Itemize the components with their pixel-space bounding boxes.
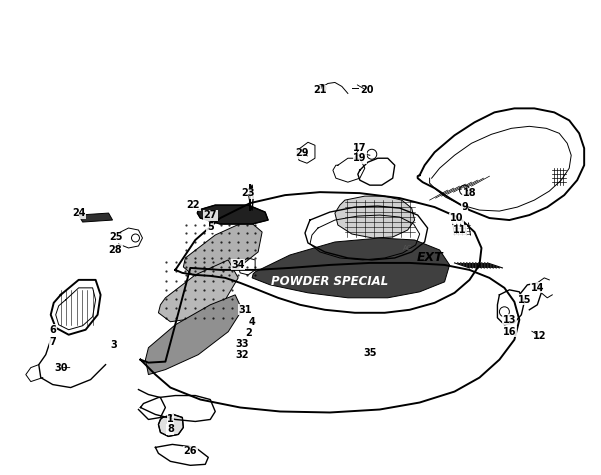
- Text: 15: 15: [517, 295, 531, 305]
- Text: 27: 27: [204, 210, 217, 220]
- Text: 31: 31: [239, 305, 252, 315]
- Text: 34: 34: [231, 260, 245, 270]
- Polygon shape: [79, 213, 112, 222]
- Text: 20: 20: [360, 86, 374, 95]
- Text: 10: 10: [450, 213, 463, 223]
- Polygon shape: [183, 220, 262, 278]
- Text: 12: 12: [532, 331, 546, 341]
- Polygon shape: [335, 196, 415, 238]
- Text: 4: 4: [249, 317, 255, 327]
- Text: 30: 30: [54, 362, 67, 372]
- Text: 8: 8: [167, 425, 174, 435]
- Text: 13: 13: [502, 315, 516, 325]
- Text: 14: 14: [531, 283, 544, 293]
- Text: 18: 18: [463, 188, 477, 198]
- Text: 25: 25: [109, 232, 122, 242]
- Polygon shape: [297, 142, 315, 163]
- Text: 32: 32: [236, 350, 249, 360]
- Text: 17: 17: [353, 143, 367, 153]
- Text: POWDER SPECIAL: POWDER SPECIAL: [271, 276, 388, 288]
- Text: 35: 35: [363, 348, 377, 358]
- Text: 9: 9: [461, 202, 468, 212]
- Text: 1: 1: [167, 415, 174, 425]
- Text: 2: 2: [245, 328, 252, 338]
- Text: 5: 5: [207, 222, 213, 232]
- Polygon shape: [145, 295, 242, 375]
- Text: 28: 28: [109, 245, 123, 255]
- Text: 24: 24: [72, 208, 85, 218]
- Polygon shape: [159, 415, 183, 437]
- Text: AC: AC: [403, 245, 412, 251]
- Text: 16: 16: [502, 327, 516, 337]
- Text: 26: 26: [183, 446, 197, 456]
- Polygon shape: [159, 260, 238, 322]
- Text: 21: 21: [313, 86, 327, 95]
- Text: 3: 3: [110, 340, 117, 350]
- Text: 6: 6: [49, 325, 56, 335]
- Text: 19: 19: [353, 153, 367, 163]
- Text: 23: 23: [242, 188, 255, 198]
- Polygon shape: [252, 238, 450, 298]
- Text: 11: 11: [453, 225, 466, 235]
- Text: 29: 29: [295, 148, 309, 158]
- Text: 22: 22: [186, 200, 200, 210]
- Polygon shape: [197, 205, 268, 224]
- Text: 33: 33: [236, 339, 249, 349]
- Text: EXT: EXT: [416, 251, 443, 265]
- Text: 7: 7: [49, 337, 56, 347]
